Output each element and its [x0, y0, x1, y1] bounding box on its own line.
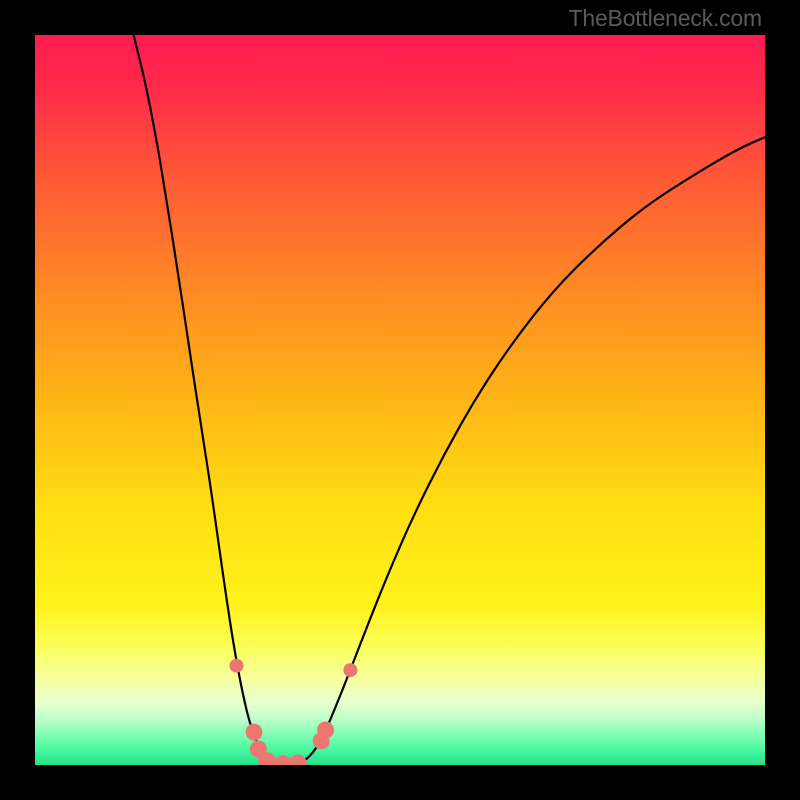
- gradient-background: [35, 35, 765, 765]
- data-marker: [246, 724, 263, 741]
- chart-frame: TheBottleneck.com: [0, 0, 800, 800]
- plot-area: [35, 35, 765, 765]
- data-marker: [317, 721, 334, 738]
- data-marker: [229, 659, 243, 673]
- data-marker: [343, 663, 357, 677]
- chart-svg: [35, 35, 765, 765]
- watermark-text: TheBottleneck.com: [569, 5, 762, 32]
